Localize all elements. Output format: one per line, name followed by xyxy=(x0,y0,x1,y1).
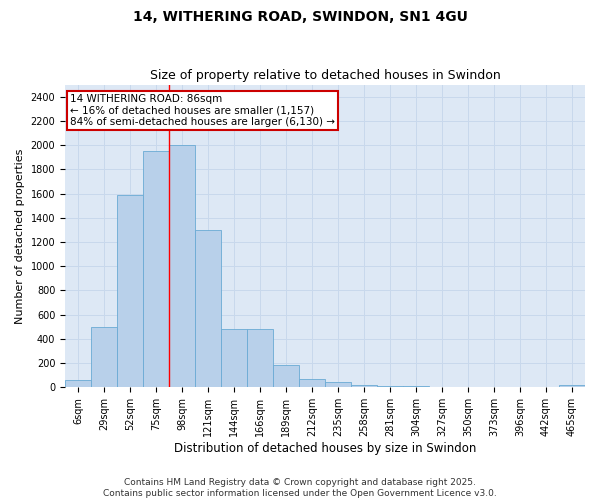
Bar xyxy=(169,145,195,388)
Bar xyxy=(221,329,247,388)
X-axis label: Distribution of detached houses by size in Swindon: Distribution of detached houses by size … xyxy=(174,442,476,455)
Bar xyxy=(299,380,325,388)
Text: Contains HM Land Registry data © Crown copyright and database right 2025.
Contai: Contains HM Land Registry data © Crown c… xyxy=(103,478,497,498)
Bar xyxy=(195,230,221,388)
Bar xyxy=(351,385,377,388)
Text: 14, WITHERING ROAD, SWINDON, SN1 4GU: 14, WITHERING ROAD, SWINDON, SN1 4GU xyxy=(133,10,467,24)
Bar xyxy=(403,386,429,388)
Title: Size of property relative to detached houses in Swindon: Size of property relative to detached ho… xyxy=(149,69,500,82)
Bar xyxy=(117,195,143,388)
Bar xyxy=(91,327,117,388)
Bar xyxy=(273,365,299,388)
Bar xyxy=(325,382,351,388)
Bar xyxy=(65,380,91,388)
Bar xyxy=(377,386,403,388)
Bar xyxy=(247,329,273,388)
Bar xyxy=(143,151,169,388)
Text: 14 WITHERING ROAD: 86sqm
← 16% of detached houses are smaller (1,157)
84% of sem: 14 WITHERING ROAD: 86sqm ← 16% of detach… xyxy=(70,94,335,127)
Bar xyxy=(559,385,585,388)
Y-axis label: Number of detached properties: Number of detached properties xyxy=(15,148,25,324)
